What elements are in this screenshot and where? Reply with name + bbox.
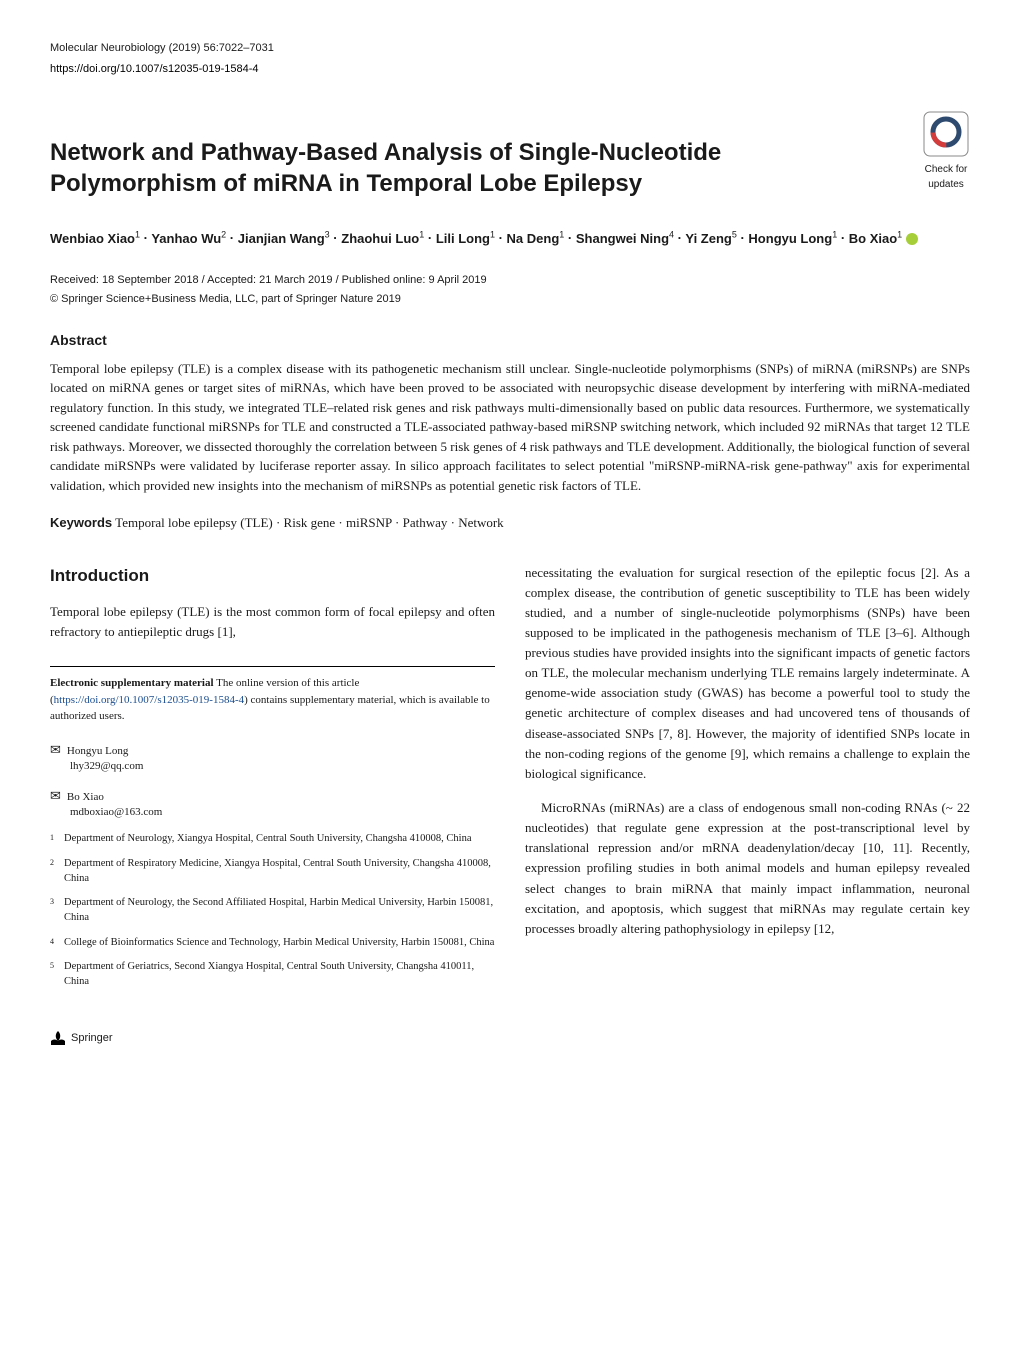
- affiliation-text: Department of Neurology, Xiangya Hospita…: [64, 832, 472, 847]
- left-column: Introduction Temporal lobe epilepsy (TLE…: [50, 563, 495, 1000]
- keywords-label: Keywords: [50, 515, 112, 530]
- esm-label: Electronic supplementary material: [50, 677, 214, 689]
- affiliation-text: Department of Geriatrics, Second Xiangya…: [64, 960, 495, 989]
- corresponding-author: ✉Hongyu Long lhy329@qq.com: [50, 741, 495, 775]
- affiliation: 1 Department of Neurology, Xiangya Hospi…: [50, 832, 495, 847]
- affiliation: 4 College of Bioinformatics Science and …: [50, 936, 495, 951]
- envelope-icon: ✉: [50, 742, 61, 757]
- publisher-logo: Springer: [50, 1030, 113, 1047]
- affiliation-number: 3: [50, 896, 54, 925]
- two-column-body: Introduction Temporal lobe epilepsy (TLE…: [50, 563, 970, 1000]
- affiliation-number: 1: [50, 832, 54, 847]
- esm-note: Electronic supplementary material The on…: [50, 666, 495, 725]
- publication-dates: Received: 18 September 2018 / Accepted: …: [50, 272, 970, 289]
- affiliation: 5 Department of Geriatrics, Second Xiang…: [50, 960, 495, 989]
- abstract-text: Temporal lobe epilepsy (TLE) is a comple…: [50, 359, 970, 496]
- affiliation-number: 5: [50, 960, 54, 989]
- journal-citation: Molecular Neurobiology (2019) 56:7022–70…: [50, 40, 274, 57]
- affiliation: 2 Department of Respiratory Medicine, Xi…: [50, 857, 495, 886]
- introduction-heading: Introduction: [50, 563, 495, 589]
- author-name: Yi Zeng5: [685, 231, 736, 246]
- author-name: Shangwei Ning4: [576, 231, 674, 246]
- author-name: Wenbiao Xiao1: [50, 231, 140, 246]
- page-header: Molecular Neurobiology (2019) 56:7022–70…: [50, 40, 970, 57]
- affiliation-number: 4: [50, 936, 54, 951]
- author-name: Yanhao Wu2: [151, 231, 226, 246]
- springer-icon: [50, 1030, 66, 1046]
- check-updates-text1: Check for: [922, 162, 970, 177]
- crossmark-icon: [922, 110, 970, 158]
- affiliation-text: College of Bioinformatics Science and Te…: [64, 936, 494, 951]
- paper-title: Network and Pathway-Based Analysis of Si…: [50, 137, 850, 199]
- check-updates-badge[interactable]: Check for updates: [922, 110, 970, 192]
- author-name: Na Deng1: [507, 231, 565, 246]
- author-email[interactable]: lhy329@qq.com: [70, 760, 143, 772]
- orcid-icon[interactable]: [906, 233, 918, 245]
- intro-paragraph-left: Temporal lobe epilepsy (TLE) is the most…: [50, 602, 495, 642]
- check-updates-text2: updates: [922, 177, 970, 192]
- copyright-line: © Springer Science+Business Media, LLC, …: [50, 291, 970, 308]
- esm-link[interactable]: https://doi.org/10.1007/s12035-019-1584-…: [54, 694, 244, 706]
- author-name: Lili Long1: [436, 231, 495, 246]
- intro-paragraph-right-1: necessitating the evaluation for surgica…: [525, 563, 970, 785]
- affiliation-text: Department of Neurology, the Second Affi…: [64, 896, 495, 925]
- abstract-heading: Abstract: [50, 330, 970, 351]
- envelope-icon: ✉: [50, 788, 61, 803]
- affiliation-number: 2: [50, 857, 54, 886]
- author-name: Zhaohui Luo1: [341, 231, 424, 246]
- author-list: Wenbiao Xiao1 · Yanhao Wu2 · Jianjian Wa…: [50, 227, 970, 249]
- author-name: Bo Xiao1: [849, 231, 918, 246]
- corresponding-author: ✉Bo Xiao mdboxiao@163.com: [50, 787, 495, 821]
- author-email[interactable]: mdboxiao@163.com: [70, 806, 162, 818]
- intro-paragraph-right-2: MicroRNAs (miRNAs) are a class of endoge…: [525, 798, 970, 939]
- author-name: Jianjian Wang3: [238, 231, 330, 246]
- page-footer: Springer: [50, 1030, 970, 1047]
- right-column: necessitating the evaluation for surgica…: [525, 563, 970, 1000]
- doi-link[interactable]: https://doi.org/10.1007/s12035-019-1584-…: [50, 61, 970, 78]
- author-name: Hongyu Long1: [748, 231, 837, 246]
- affiliation: 3 Department of Neurology, the Second Af…: [50, 896, 495, 925]
- keywords-line: Keywords Temporal lobe epilepsy (TLE) · …: [50, 513, 970, 533]
- affiliation-text: Department of Respiratory Medicine, Xian…: [64, 857, 495, 886]
